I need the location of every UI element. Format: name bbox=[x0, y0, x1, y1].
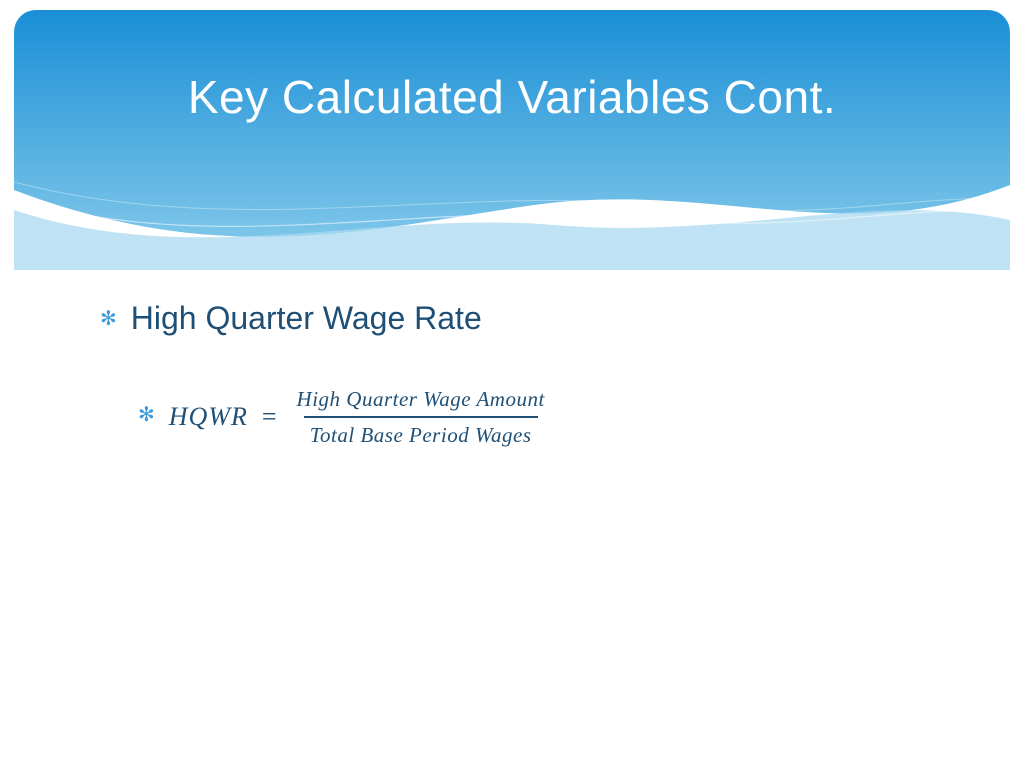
formula-lhs: HQWR bbox=[169, 402, 248, 432]
formula-denominator: Total Base Period Wages bbox=[304, 416, 538, 449]
formula-numerator: High Quarter Wage Amount bbox=[291, 385, 551, 416]
slide-content: ✻ High Quarter Wage Rate ✻ HQWR = High Q… bbox=[100, 300, 920, 450]
bullet-glyph-icon: ✻ bbox=[138, 405, 155, 425]
header-wave bbox=[14, 10, 1010, 270]
formula: HQWR = High Quarter Wage Amount Total Ba… bbox=[169, 385, 551, 450]
bullet-main-text: High Quarter Wage Rate bbox=[131, 300, 482, 337]
formula-equals: = bbox=[262, 402, 277, 432]
bullet-main: ✻ High Quarter Wage Rate bbox=[100, 300, 920, 337]
slide-title: Key Calculated Variables Cont. bbox=[0, 70, 1024, 124]
bullet-glyph-icon: ✻ bbox=[100, 309, 117, 329]
wave-svg bbox=[14, 10, 1010, 270]
bullet-formula: ✻ HQWR = High Quarter Wage Amount Total … bbox=[138, 385, 920, 450]
slide: Key Calculated Variables Cont. ✻ High Qu… bbox=[0, 0, 1024, 768]
formula-fraction: High Quarter Wage Amount Total Base Peri… bbox=[291, 385, 551, 450]
